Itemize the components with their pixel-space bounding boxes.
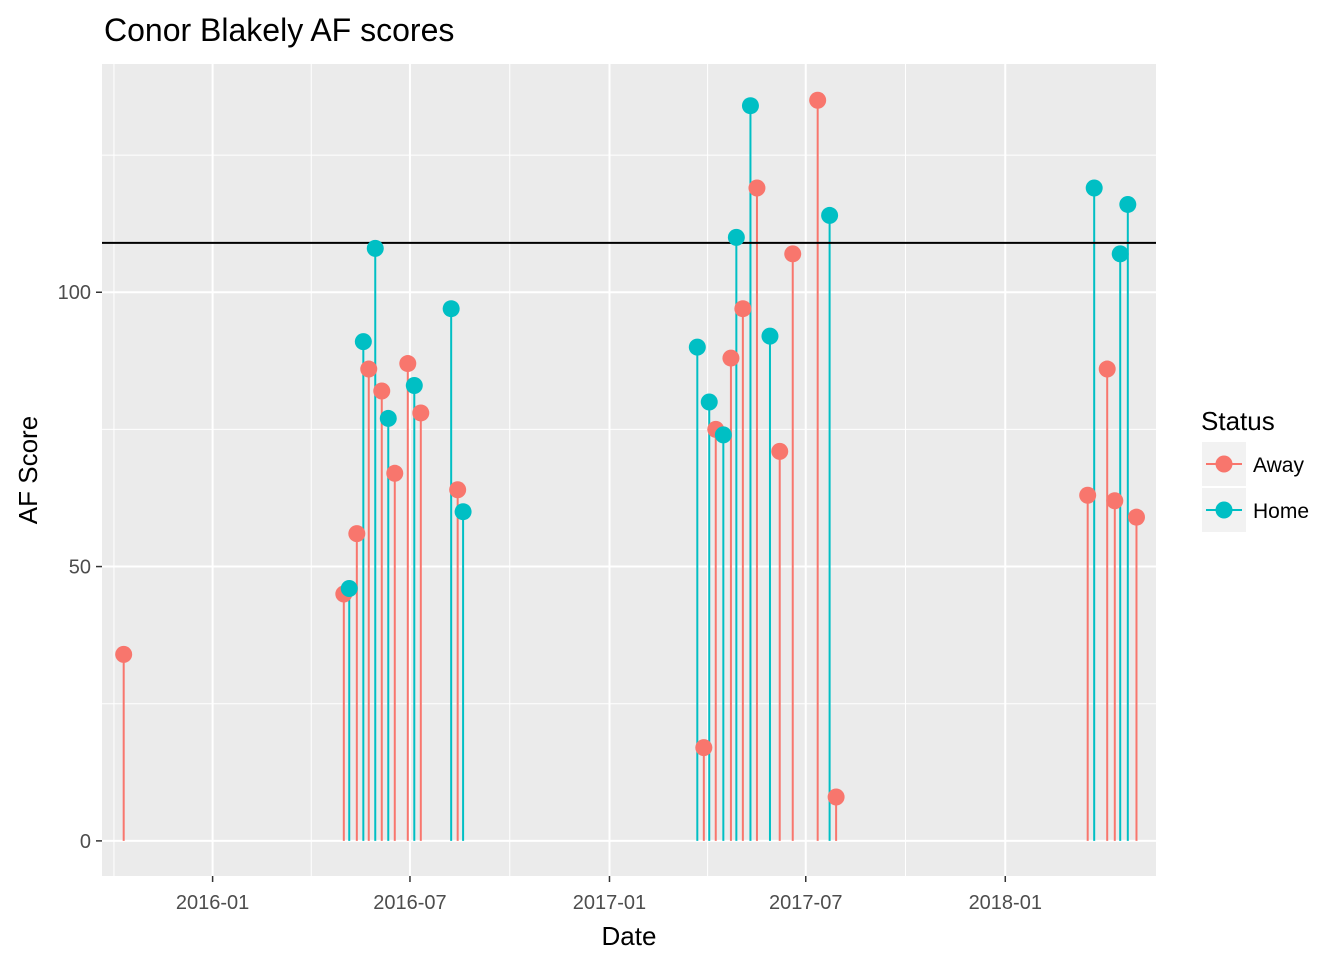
x-tick-label: 2016-07 xyxy=(373,892,446,914)
home-point xyxy=(454,503,472,521)
legend-point-home xyxy=(1215,501,1233,519)
away-point xyxy=(399,355,417,373)
away-point xyxy=(115,645,133,663)
data-points xyxy=(115,91,1145,806)
home-point xyxy=(1119,195,1137,213)
home-point xyxy=(366,239,384,257)
away-point xyxy=(1098,360,1116,378)
x-tick-label: 2017-07 xyxy=(769,892,842,914)
home-point xyxy=(442,300,460,318)
lollipop-stems xyxy=(122,100,1138,841)
away-point xyxy=(771,442,789,460)
away-point xyxy=(1079,486,1097,504)
away-point xyxy=(360,360,378,378)
y-tick-label: 0 xyxy=(80,831,91,853)
home-point xyxy=(741,97,759,115)
home-point xyxy=(1111,245,1129,263)
x-tick-label: 2017-01 xyxy=(573,892,646,914)
home-point xyxy=(714,426,732,444)
legend-title: Status xyxy=(1201,406,1275,436)
x-axis: 2016-01 2016-07 2017-01 2017-07 2018-01 xyxy=(176,876,1042,914)
away-point xyxy=(809,91,827,109)
home-point xyxy=(727,228,745,246)
legend-label-away: Away xyxy=(1253,454,1304,477)
home-point xyxy=(340,580,358,598)
away-point xyxy=(1106,492,1124,510)
legend: Status Away Home xyxy=(1201,406,1309,532)
x-tick-label: 2018-01 xyxy=(969,892,1042,914)
home-point xyxy=(761,327,779,345)
legend-label-home: Home xyxy=(1253,500,1309,523)
y-tick-label: 50 xyxy=(69,557,91,579)
home-point xyxy=(379,409,397,427)
y-axis-title: AF Score xyxy=(13,416,43,524)
y-axis: 0 50 100 xyxy=(58,282,102,853)
y-tick-label: 100 xyxy=(58,282,91,304)
away-point xyxy=(827,788,845,806)
plot-panel xyxy=(102,64,1156,876)
away-point xyxy=(722,349,740,367)
home-point xyxy=(354,333,372,351)
away-point xyxy=(412,404,430,422)
home-point xyxy=(1085,179,1103,197)
x-axis-title: Date xyxy=(602,921,657,951)
away-point xyxy=(784,245,802,263)
away-point xyxy=(695,739,713,757)
away-point xyxy=(1127,508,1145,526)
away-point xyxy=(734,300,752,318)
home-point xyxy=(405,377,423,395)
major-gridlines xyxy=(102,64,1156,876)
home-point xyxy=(700,393,718,411)
home-point xyxy=(821,206,839,224)
x-tick-label: 2016-01 xyxy=(176,892,249,914)
chart-title: Conor Blakely AF scores xyxy=(104,12,454,48)
away-point xyxy=(386,464,404,482)
away-point xyxy=(748,179,766,197)
legend-point-away xyxy=(1215,455,1233,473)
home-point xyxy=(688,338,706,356)
away-point xyxy=(373,382,391,400)
minor-gridlines xyxy=(102,64,1156,876)
away-point xyxy=(449,481,467,499)
away-point xyxy=(348,525,366,543)
